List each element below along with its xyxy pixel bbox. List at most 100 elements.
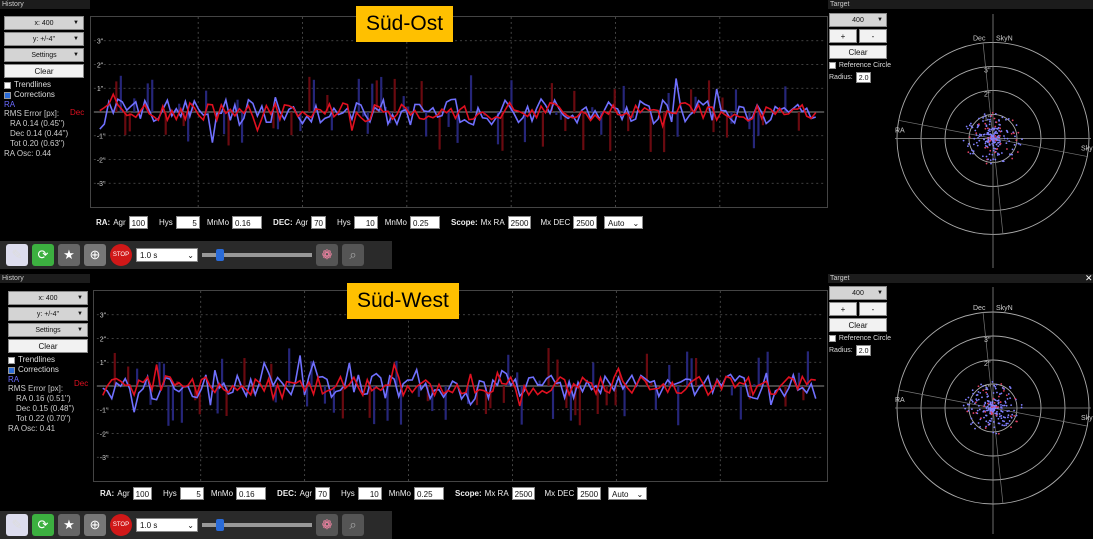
corrections-checkbox[interactable]: Corrections <box>8 365 88 375</box>
ra-agr-input[interactable]: 100 <box>129 216 148 229</box>
dec-agr-input[interactable]: 70 <box>315 487 330 500</box>
star-position-dot <box>974 428 976 430</box>
zoom-in-button[interactable]: + <box>829 29 857 43</box>
settings-dropdown[interactable]: Settings▼ <box>8 323 88 337</box>
slider-thumb[interactable] <box>216 519 224 531</box>
star-position-dot <box>996 121 998 123</box>
ra-params-label: RA: <box>96 218 110 227</box>
exposure-select[interactable]: 1.0 s⌄ <box>136 248 198 262</box>
clear-button[interactable]: Clear <box>4 64 84 78</box>
star-position-dot <box>1010 426 1012 428</box>
zoom-out-button[interactable]: - <box>859 29 887 43</box>
correction-bar <box>288 348 290 386</box>
star-position-dot <box>977 137 979 139</box>
reference-circle-checkbox[interactable]: Reference Circle <box>829 335 891 342</box>
correction-bar <box>609 112 611 151</box>
pencil-icon[interactable]: ✎ <box>6 514 28 536</box>
corrections-checkbox[interactable]: Corrections <box>4 90 84 100</box>
star-position-dot <box>1017 151 1019 153</box>
mx-ra-label: Mx RA <box>485 489 509 498</box>
radius-label: Radius: <box>829 74 853 81</box>
y-tick-label: 3'' <box>97 39 103 46</box>
y-tick-label: 1'' <box>97 86 103 93</box>
target-clear-button[interactable]: Clear <box>829 45 887 59</box>
brain-icon[interactable]: ❁ <box>316 244 338 266</box>
stop-icon[interactable]: STOP <box>110 514 132 536</box>
corrections-label: Corrections <box>14 90 55 100</box>
ra-hys-input[interactable]: 5 <box>180 487 204 500</box>
auto-select[interactable]: Auto⌄ <box>608 487 647 500</box>
correction-bar <box>373 386 375 424</box>
stop-icon[interactable]: STOP <box>110 244 132 266</box>
star-select-icon[interactable]: ★ <box>58 514 80 536</box>
gamma-slider[interactable] <box>202 523 312 527</box>
guide-history-graph[interactable]: 3''2''1''-1''-2''-3'' <box>93 290 828 482</box>
correction-bar <box>308 77 310 112</box>
correction-bar <box>682 385 684 386</box>
ra-hys-input[interactable]: 5 <box>176 216 200 229</box>
trendlines-checkbox[interactable]: Trendlines <box>8 355 88 365</box>
slider-thumb[interactable] <box>216 249 224 261</box>
correction-bar <box>367 112 369 134</box>
y-scale-dropdown[interactable]: y: +/-4''▼ <box>8 307 88 321</box>
y-tick-label: -1'' <box>100 408 109 415</box>
pencil-icon[interactable]: ✎ <box>6 244 28 266</box>
star-position-dot <box>982 411 984 413</box>
trendlines-checkbox[interactable]: Trendlines <box>4 80 84 90</box>
ra-mnmo-input[interactable]: 0.16 <box>236 487 266 500</box>
star-position-dot <box>986 124 988 126</box>
exposure-select[interactable]: 1.0 s⌄ <box>136 518 198 532</box>
star-position-dot <box>1002 387 1004 389</box>
reference-circle-checkbox[interactable]: Reference Circle <box>829 62 891 69</box>
x-scale-value: x: 400 <box>34 20 53 27</box>
dec-hys-input[interactable]: 10 <box>354 216 378 229</box>
magnifier-icon[interactable]: ⌕ <box>342 514 364 536</box>
close-icon[interactable]: ✕ <box>1085 273 1093 284</box>
star-position-dot <box>1000 415 1002 417</box>
radius-input[interactable]: 2.0 <box>856 72 872 83</box>
star-position-dot <box>990 163 992 165</box>
star-position-dot <box>997 402 999 404</box>
zoom-out-button[interactable]: - <box>859 302 887 316</box>
chevron-down-icon: ▼ <box>877 290 883 296</box>
guide-history-graph[interactable]: 3''2''1''-1''-2''-3'' <box>90 16 828 208</box>
crosshair-icon[interactable]: ⊕ <box>84 244 106 266</box>
star-position-dot <box>970 153 972 155</box>
target-scale-dropdown[interactable]: 400▼ <box>829 13 887 27</box>
star-position-dot <box>991 129 993 131</box>
ra-mnmo-input[interactable]: 0.16 <box>232 216 262 229</box>
ra-agr-input[interactable]: 100 <box>133 487 152 500</box>
mx-dec-input[interactable]: 2500 <box>573 216 597 229</box>
x-scale-dropdown[interactable]: x: 400▼ <box>4 16 84 30</box>
target-clear-button[interactable]: Clear <box>829 318 887 332</box>
x-scale-dropdown[interactable]: x: 400▼ <box>8 291 88 305</box>
mx-ra-input[interactable]: 2500 <box>512 487 536 500</box>
star-position-dot <box>984 113 986 115</box>
target-controls: 400▼ +- Clear Reference Circle Radius:2.… <box>829 13 891 83</box>
mx-ra-input[interactable]: 2500 <box>508 216 532 229</box>
target-scale-dropdown[interactable]: 400▼ <box>829 286 887 300</box>
auto-select[interactable]: Auto⌄ <box>604 216 643 229</box>
settings-dropdown[interactable]: Settings▼ <box>4 48 84 62</box>
star-position-dot <box>993 133 995 135</box>
loop-icon[interactable]: ⟳ <box>32 514 54 536</box>
star-position-dot <box>997 418 999 420</box>
zoom-in-button[interactable]: + <box>829 302 857 316</box>
y-scale-dropdown[interactable]: y: +/-4''▼ <box>4 32 84 46</box>
dec-axis-label: Dec <box>973 305 986 312</box>
brain-icon[interactable]: ❁ <box>316 514 338 536</box>
star-position-dot <box>966 411 968 413</box>
dec-mnmo-input[interactable]: 0.25 <box>410 216 440 229</box>
dec-agr-input[interactable]: 70 <box>311 216 326 229</box>
magnifier-icon[interactable]: ⌕ <box>342 244 364 266</box>
loop-icon[interactable]: ⟳ <box>32 244 54 266</box>
star-select-icon[interactable]: ★ <box>58 244 80 266</box>
clear-button[interactable]: Clear <box>8 339 88 353</box>
gamma-slider[interactable] <box>202 253 312 257</box>
dec-mnmo-input[interactable]: 0.25 <box>414 487 444 500</box>
crosshair-icon[interactable]: ⊕ <box>84 514 106 536</box>
star-position-dot <box>978 391 980 393</box>
dec-hys-input[interactable]: 10 <box>358 487 382 500</box>
radius-input[interactable]: 2.0 <box>856 345 872 356</box>
mx-dec-input[interactable]: 2500 <box>577 487 601 500</box>
